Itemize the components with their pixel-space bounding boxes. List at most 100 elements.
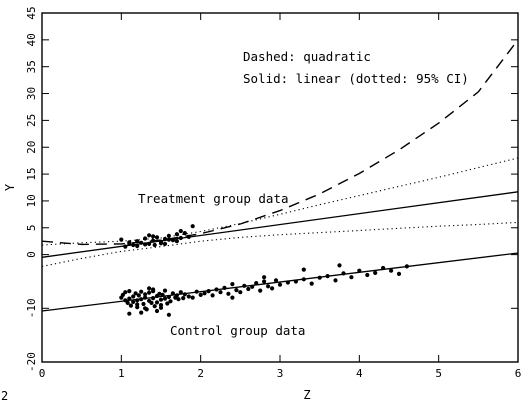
- y-tick-label: 20: [25, 141, 38, 154]
- control-point: [157, 291, 162, 296]
- control-point: [131, 299, 136, 304]
- control-point: [198, 292, 203, 297]
- control-point: [143, 306, 148, 311]
- control-point: [152, 304, 157, 309]
- control-point: [135, 302, 140, 307]
- control-point: [190, 295, 195, 300]
- control-point: [174, 293, 179, 298]
- control-point: [131, 294, 136, 299]
- control-point: [301, 277, 306, 282]
- treatment-point: [162, 236, 168, 242]
- treatment-point: [178, 235, 183, 241]
- control-point: [165, 301, 170, 306]
- control-point: [154, 300, 160, 305]
- control-point: [270, 286, 275, 291]
- treatment-point: [147, 233, 152, 238]
- control-point: [396, 271, 402, 276]
- control-point: [210, 293, 215, 298]
- control-point: [127, 296, 132, 301]
- treatment-point: [162, 241, 168, 246]
- control-point: [151, 287, 156, 292]
- treatment-point: [174, 239, 179, 244]
- control-point: [317, 275, 322, 280]
- control-linear-line: [41, 252, 519, 312]
- control-point: [162, 296, 168, 301]
- control-point: [149, 300, 154, 305]
- x-axis-ticks: 0 1 2 3 4 5 6: [39, 13, 522, 380]
- control-point: [127, 289, 132, 294]
- control-point: [133, 291, 138, 296]
- control-point: [250, 284, 255, 289]
- control-point: [293, 279, 298, 284]
- treatment-group-label: Treatment group data: [138, 191, 289, 206]
- control-point: [143, 295, 148, 300]
- y-axis-ticks: -20 -10 0 5 10 15 20 25 30 35 40 45: [25, 6, 518, 372]
- control-point: [218, 290, 223, 295]
- control-point: [151, 296, 156, 301]
- y-axis-label: Y: [3, 183, 17, 191]
- control-point: [182, 292, 187, 297]
- x-tick-label: 3: [277, 367, 284, 380]
- treatment-point: [151, 234, 156, 239]
- control-point: [337, 263, 342, 268]
- control-point: [139, 289, 144, 294]
- control-point: [404, 264, 409, 269]
- control-point: [341, 271, 346, 276]
- control-point: [139, 310, 144, 315]
- control-point: [266, 284, 271, 289]
- treatment-point: [174, 232, 179, 237]
- treatment-point: [178, 228, 183, 234]
- control-point: [181, 296, 186, 301]
- ci-lower-line: [41, 221, 519, 267]
- control-point: [186, 294, 191, 299]
- control-group-label: Control group data: [170, 323, 305, 338]
- treatment-point: [158, 241, 164, 246]
- data-points: [119, 224, 409, 317]
- x-tick-label: 0: [39, 367, 46, 380]
- control-point: [277, 282, 283, 287]
- y-tick-label: -10: [25, 298, 38, 318]
- treatment-point: [135, 243, 140, 249]
- y-tick-label: 25: [25, 114, 38, 127]
- control-point: [238, 290, 243, 295]
- treatment-point: [166, 237, 171, 242]
- control-point: [170, 291, 175, 296]
- y-tick-label: 0: [25, 251, 38, 258]
- control-point: [230, 295, 235, 300]
- control-point: [325, 274, 330, 279]
- control-point: [230, 282, 235, 287]
- treatment-point: [119, 237, 124, 242]
- x-tick-label: 1: [118, 367, 125, 380]
- treatment-point: [170, 238, 175, 243]
- control-point: [246, 286, 251, 292]
- control-point: [309, 281, 314, 286]
- control-point: [254, 281, 259, 286]
- treatment-point: [143, 242, 148, 247]
- x-tick-label: 6: [515, 367, 522, 380]
- y-tick-label: 5: [25, 224, 38, 231]
- treatment-point: [190, 224, 195, 229]
- control-point: [158, 303, 164, 308]
- control-point: [168, 299, 173, 304]
- y-tick-label: 10: [25, 194, 38, 207]
- control-point: [285, 280, 290, 285]
- corner-mark: 2: [1, 389, 8, 402]
- control-point: [176, 297, 181, 302]
- control-point: [226, 291, 231, 296]
- x-tick-label: 4: [356, 367, 363, 380]
- treatment-point: [151, 238, 156, 243]
- solid-linear-note: Solid: linear (dotted: 95% CI): [243, 71, 469, 86]
- treatment-point: [135, 239, 140, 244]
- treatment-linear-line: [41, 191, 519, 258]
- control-point: [214, 287, 219, 292]
- treatment-point: [182, 231, 187, 236]
- treatment-point: [139, 240, 144, 245]
- control-point: [194, 289, 199, 294]
- treatment-point: [166, 233, 171, 238]
- control-point: [166, 312, 171, 317]
- x-axis-label: Z: [303, 388, 310, 402]
- y-tick-label: 30: [25, 87, 38, 100]
- control-point: [160, 292, 165, 297]
- y-tick-label: 15: [25, 167, 38, 180]
